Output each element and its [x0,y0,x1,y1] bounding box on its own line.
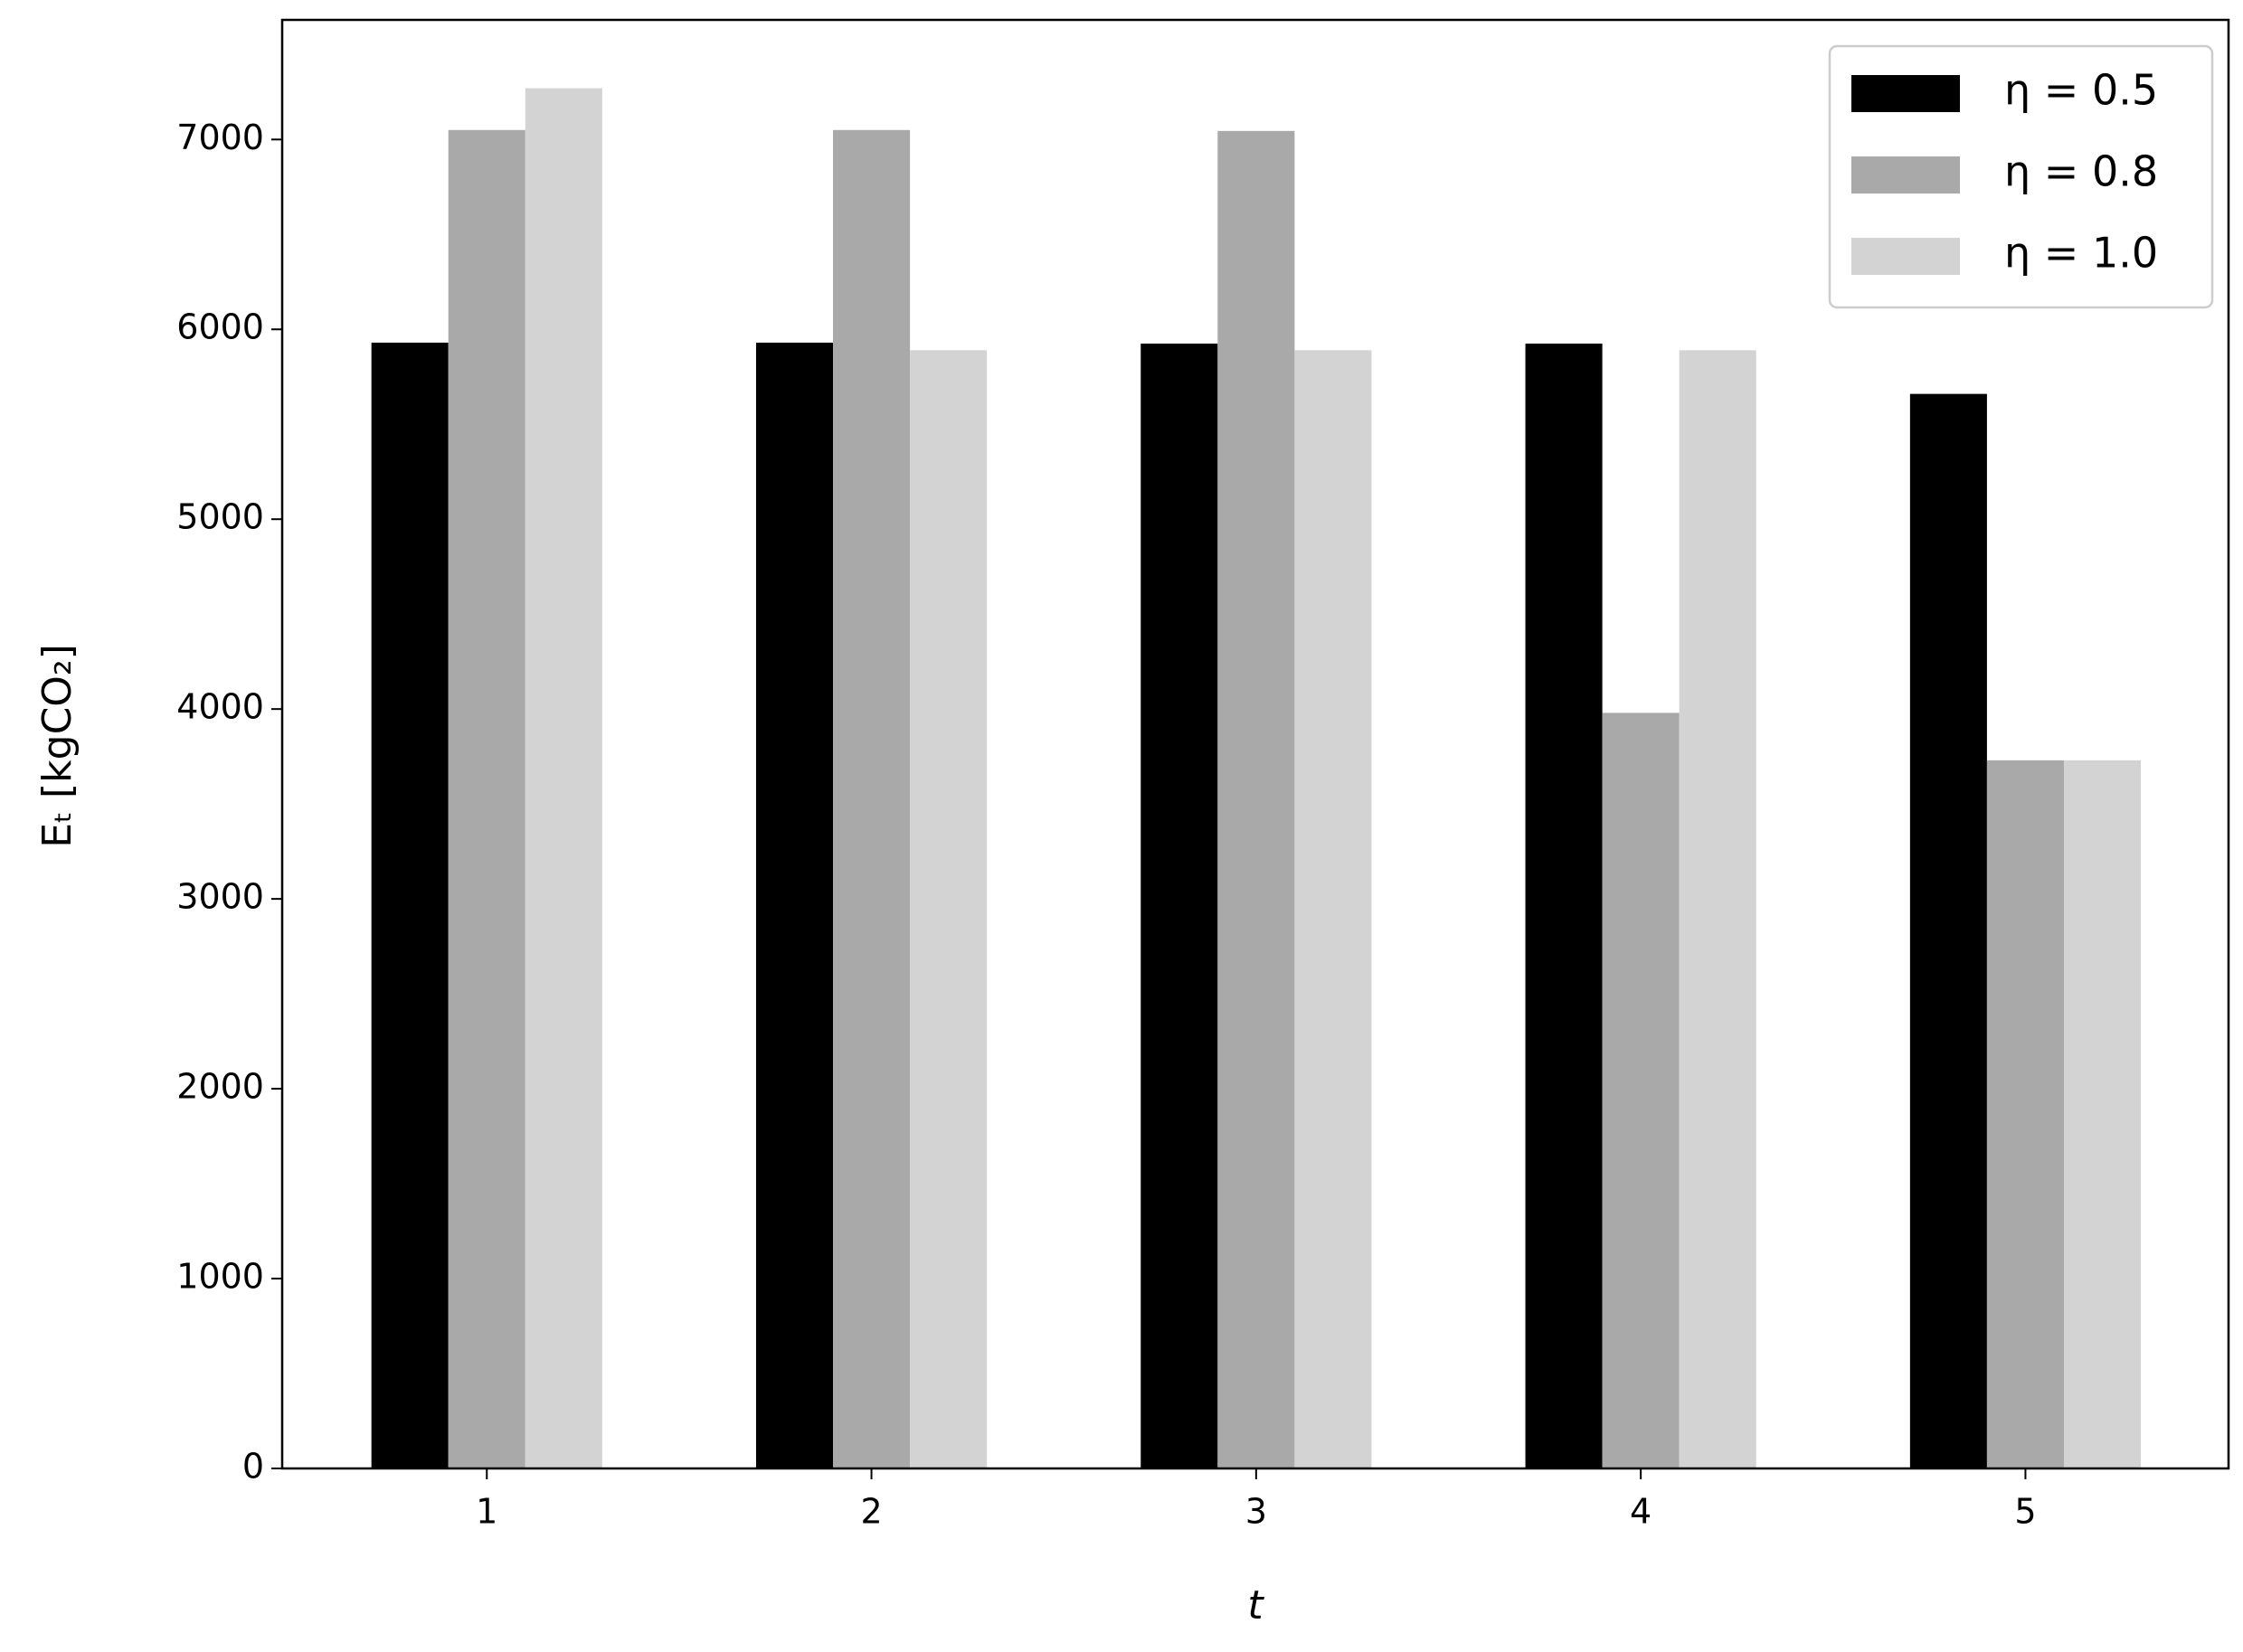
legend-label: η = 0.8 [2004,147,2158,196]
bar [1294,350,1372,1469]
bar [448,129,525,1468]
y-tick-label: 1000 [176,1257,264,1297]
bar [1602,713,1680,1468]
bar [1679,350,1756,1469]
bar [1217,130,1295,1468]
y-tick-label: 0 [242,1447,264,1487]
plot-frame [280,18,2230,1470]
legend-swatch [1851,238,1960,275]
x-tick-label: 5 [2014,1492,2036,1532]
x-tick-label: 1 [476,1492,497,1532]
x-tick-label: 4 [1630,1492,1651,1532]
bar [371,342,449,1469]
bar [1525,343,1603,1469]
y-tick-label: 3000 [176,877,264,917]
bar [2063,760,2142,1468]
legend-label: η = 0.5 [2004,66,2158,115]
y-axis-label: Eₜ [kgCO₂] [34,644,80,848]
bar [1909,393,1987,1468]
bar [1986,760,2064,1468]
y-tick-label: 5000 [176,497,264,537]
x-tick-label: 2 [860,1492,882,1532]
legend-label: η = 1.0 [2004,229,2158,278]
legend-swatch [1851,156,1960,194]
x-tick-label: 3 [1245,1492,1267,1532]
y-tick-label: 7000 [176,118,264,157]
bar [833,129,911,1468]
bar [525,88,602,1469]
legend-swatch [1851,75,1960,112]
bar [910,350,988,1469]
bar [1140,343,1218,1469]
x-axis-label: t [1247,1582,1264,1628]
y-tick-label: 2000 [176,1067,264,1107]
y-tick-label: 4000 [176,687,264,727]
bar [755,342,834,1469]
y-tick-label: 6000 [176,307,264,347]
